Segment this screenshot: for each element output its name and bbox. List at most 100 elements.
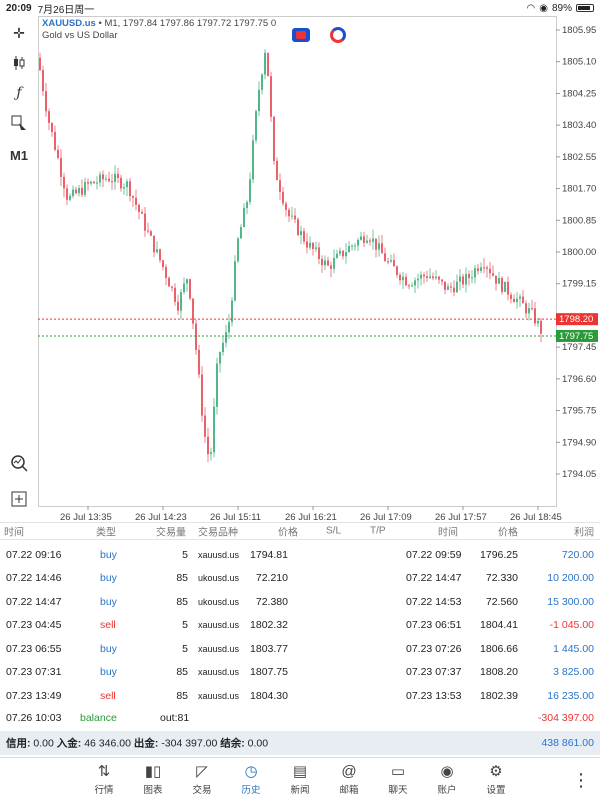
row-volume: 85 <box>176 572 188 585</box>
candle <box>384 247 386 262</box>
row-volume: 85 <box>176 666 188 679</box>
candle <box>423 272 425 284</box>
nav-item-mail[interactable]: @ 邮箱 <box>325 760 373 797</box>
candle <box>450 282 452 293</box>
candle <box>135 189 137 211</box>
balance-row[interactable]: 07.26 10:03 balance out:81 -304 397.00 <box>0 706 600 730</box>
candle <box>471 270 473 284</box>
one-click-trading-icon[interactable] <box>292 28 310 42</box>
candle <box>60 149 62 186</box>
new-window-icon[interactable] <box>8 488 30 510</box>
objects-icon[interactable] <box>8 112 30 134</box>
chart-header: XAUUSD.us • M1, 1797.84 1797.86 1797.72 … <box>42 18 276 29</box>
table-row[interactable]: 07.23 07:31 buy 85 xauusd.us 1807.75 07.23 07… <box>0 661 600 685</box>
candle <box>342 250 344 260</box>
candle <box>228 313 230 340</box>
nav-item-settings[interactable]: ⚙ 设置 <box>472 760 520 796</box>
table-row[interactable]: 07.23 06:55 buy 5 xauusd.us 1803.77 07.23 07:… <box>0 637 600 661</box>
nav-item-trade[interactable]: ◸ 交易 <box>178 760 226 796</box>
nav-item-chat[interactable]: ▭ 聊天 <box>374 760 422 796</box>
nav-item-news[interactable]: ▤ 新闻 <box>276 760 324 796</box>
candle <box>432 272 434 281</box>
more-menu-icon[interactable]: ⋮ <box>572 770 590 790</box>
row-close-time: 07.23 07:26 <box>406 642 462 655</box>
chart-symbol: XAUUSD.us <box>42 18 96 29</box>
candle <box>492 265 494 277</box>
candle <box>441 278 443 286</box>
candle <box>306 232 308 254</box>
candle <box>408 283 410 290</box>
y-tick-label: 1802.55 <box>562 152 596 163</box>
deposit-value: 46 346.00 <box>84 737 131 750</box>
candle <box>201 366 203 422</box>
zoom-icon[interactable] <box>8 452 30 474</box>
y-tick-label: 1799.15 <box>562 279 596 290</box>
indicators-icon[interactable]: ƒ <box>16 85 22 101</box>
candle <box>90 180 92 186</box>
balance-type: balance <box>80 711 117 724</box>
candle <box>363 231 365 248</box>
table-row[interactable]: 07.23 04:45 sell 5 xauusd.us 1802.32 07.23 06… <box>0 614 600 638</box>
table-row[interactable]: 07.22 09:16 buy 5 xauusd.us 1794.81 07.22 09:… <box>0 543 600 567</box>
row-symbol: ukousd.us <box>198 596 240 607</box>
candle <box>447 283 449 291</box>
candle <box>327 256 329 267</box>
row-profit: 1 445.00 <box>553 642 594 655</box>
table-row[interactable]: 07.22 14:46 buy 85 ukousd.us 72.210 07.22 14:… <box>0 567 600 591</box>
timeframe-button[interactable]: M1 <box>9 147 29 163</box>
nav-item-account[interactable]: ◉ 账户 <box>423 760 471 796</box>
nav-item-history[interactable]: ◷ 历史 <box>227 760 275 796</box>
candle <box>495 275 497 291</box>
candle <box>303 227 305 245</box>
candle <box>171 285 173 292</box>
row-open-price: 1807.75 <box>250 666 288 679</box>
row-open-time: 07.23 13:49 <box>6 689 62 702</box>
row-close-time: 07.23 06:51 <box>406 619 462 632</box>
row-open-price: 72.380 <box>255 595 288 608</box>
candle <box>240 224 242 239</box>
credit-label: 信用: <box>6 737 31 750</box>
x-tick-label: 26 Jul 17:57 <box>435 512 487 522</box>
nav-label: 交易 <box>192 785 212 796</box>
candle <box>330 261 332 278</box>
candle <box>138 203 140 220</box>
table-row[interactable]: 07.22 14:47 buy 85 ukousd.us 72.380 07.22 14:… <box>0 590 600 614</box>
balance-time: 07.26 10:03 <box>6 711 62 724</box>
candle <box>486 265 488 278</box>
balance-label: 结余: <box>220 737 245 750</box>
candle <box>396 265 398 278</box>
col-price: 价格 <box>278 527 298 539</box>
row-open-time: 07.22 09:16 <box>6 548 62 561</box>
candle <box>222 336 224 356</box>
nav-item-quotes[interactable]: ⇅ 行情 <box>80 760 128 796</box>
candle <box>351 244 353 251</box>
candle <box>156 241 158 254</box>
nav-item-chart[interactable]: ▮▯ 图表 <box>129 760 177 796</box>
candle <box>321 255 323 273</box>
candle <box>66 184 68 205</box>
candle <box>132 195 134 207</box>
bid-label-box <box>556 329 598 342</box>
battery-percent: 89% <box>551 2 572 14</box>
candle <box>279 173 281 200</box>
signal-icon[interactable] <box>330 27 346 43</box>
chart-canvas[interactable]: 1805.95 1805.10 1804.25 1803.40 1802.55 1801.… <box>38 16 600 523</box>
candle <box>69 193 71 202</box>
candlestick-icon[interactable] <box>8 52 30 74</box>
candle <box>336 249 338 259</box>
price-chart[interactable]: XAUUSD.us • M1, 1797.84 1797.86 1797.72 … <box>38 16 600 523</box>
status-date: 7月26日周一 <box>37 4 95 16</box>
y-tick-label: 1801.70 <box>562 184 596 195</box>
candle <box>183 277 185 295</box>
candle <box>198 344 200 379</box>
row-volume: 5 <box>182 619 188 632</box>
candle <box>465 267 467 293</box>
candle <box>252 134 254 184</box>
table-row[interactable]: 07.23 13:49 sell 85 xauusd.us 1804.30 07.23 1… <box>0 684 600 708</box>
candle <box>297 217 299 237</box>
crosshair-icon[interactable]: ✛ <box>13 24 25 41</box>
candle <box>390 254 392 263</box>
account-summary: 信用: 0.00 入金: 46 346.00 出金: -304 397.00 结… <box>0 731 600 755</box>
candle <box>513 294 515 303</box>
candle <box>180 289 182 320</box>
